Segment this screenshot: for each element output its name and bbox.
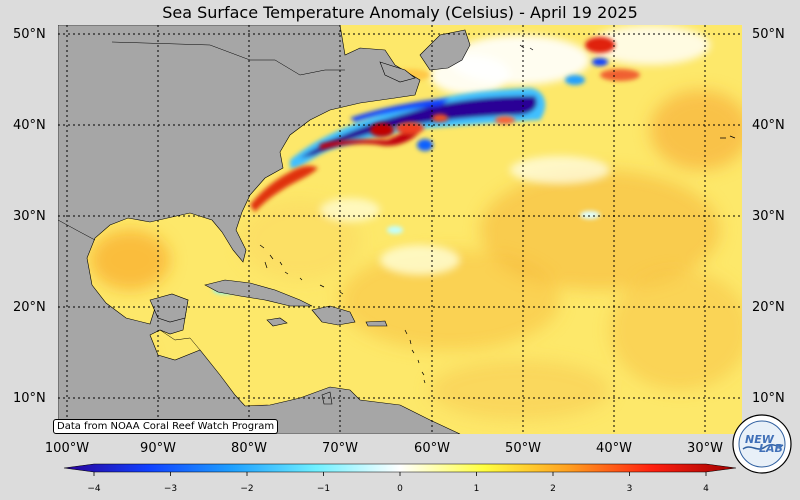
colorbar-tick-label: 3	[626, 484, 633, 494]
cuba-land	[204, 279, 313, 307]
lat-label-right-50n: 50°N	[752, 27, 785, 42]
political-borders	[58, 41, 345, 351]
lon-label-70w: 70°W	[322, 441, 358, 456]
colorbar-scale	[63, 463, 737, 473]
neutral-anomaly-patches	[320, 25, 710, 275]
colorbar-tick-label: 2	[550, 484, 556, 494]
lon-label-50w: 50°W	[505, 441, 541, 456]
north-america-land	[58, 25, 461, 434]
land-masses	[58, 25, 471, 434]
us-mexico-border	[58, 219, 96, 241]
hispaniola-land	[311, 305, 356, 326]
colorbar-tick-label: −2	[240, 484, 254, 494]
lon-label-40w: 40°W	[596, 441, 632, 456]
lon-label-90w: 90°W	[140, 441, 176, 456]
lon-label-30w: 30°W	[687, 441, 723, 456]
lat-label-left-50n: 50°N	[13, 27, 46, 42]
map-title: Sea Surface Temperature Anomaly (Celsius…	[162, 3, 638, 22]
trinidad-land	[321, 391, 333, 405]
us-canada-border	[111, 41, 345, 76]
colorbar	[63, 463, 737, 476]
colorbar-tick-label: −1	[316, 484, 331, 494]
lat-label-left-20n: 20°N	[13, 300, 46, 315]
colorbar-tick-label: 4	[703, 484, 709, 494]
map-area	[58, 25, 742, 434]
central-america-border	[159, 329, 201, 351]
colorbar-tick-label: 1	[473, 484, 480, 494]
lon-label-100w: 100°W	[44, 441, 90, 456]
lon-label-80w: 80°W	[231, 441, 267, 456]
colorbar-tick-label: −4	[87, 484, 101, 494]
lat-label-right-30n: 30°N	[752, 209, 785, 224]
jamaica-land	[266, 317, 288, 327]
puerto-rico-land	[365, 320, 388, 327]
colorbar-tick-label: 0	[397, 484, 403, 494]
logo-text-bottom: LAB	[759, 442, 783, 455]
small-islands	[259, 44, 736, 384]
colorbar-ticks	[93, 472, 707, 476]
nova-scotia-land	[379, 61, 416, 83]
lat-label-left-40n: 40°N	[13, 118, 46, 133]
data-source-note: Data from NOAA Coral Reef Watch Program	[53, 419, 279, 434]
colorbar-tick-label: −3	[163, 484, 178, 494]
lat-label-right-10n: 10°N	[752, 391, 785, 406]
yucatan-land	[149, 293, 189, 323]
lon-label-60w: 60°W	[414, 441, 450, 456]
gulf-stream-warm-band	[250, 114, 515, 212]
graticule	[58, 25, 742, 434]
lat-label-right-40n: 40°N	[752, 118, 785, 133]
lat-label-left-10n: 10°N	[13, 391, 46, 406]
lat-label-right-20n: 20°N	[752, 300, 785, 315]
logo-text-top: NEW	[745, 433, 775, 446]
lat-label-left-30n: 30°N	[13, 209, 46, 224]
newlab-logo[interactable]: NEW LAB	[731, 413, 793, 475]
